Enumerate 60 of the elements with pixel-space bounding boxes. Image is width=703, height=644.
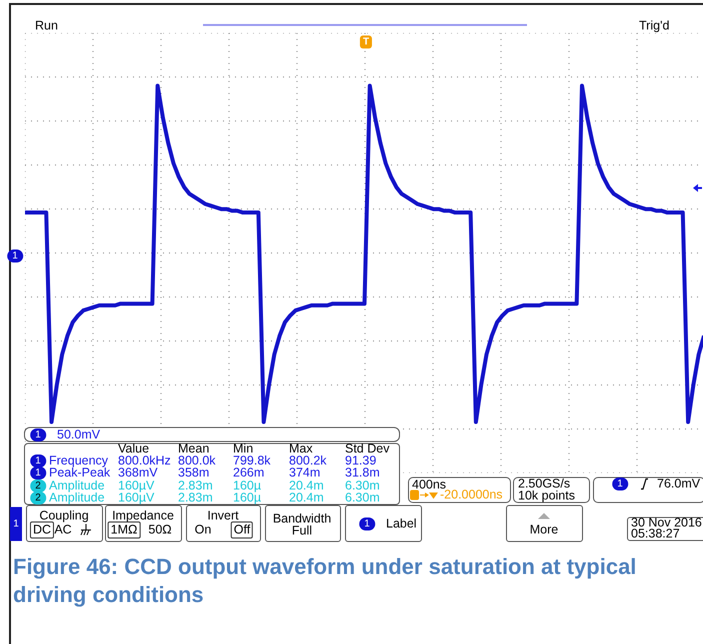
text: Invert bbox=[207, 508, 239, 522]
text: 1 bbox=[612, 478, 628, 490]
text: 30 Nov 2016 bbox=[631, 516, 702, 530]
text: 160µV bbox=[118, 478, 154, 492]
text: AC bbox=[54, 522, 72, 536]
text: 1 bbox=[7, 250, 23, 262]
text: 160µ bbox=[233, 478, 262, 492]
caption: Figure 46: CCD output waveform under saturation at typical driving conditions bbox=[13, 553, 638, 609]
text: Run bbox=[35, 18, 58, 32]
text: 358m bbox=[178, 466, 210, 480]
text: 800.0kHz bbox=[118, 454, 171, 468]
text: 2.83m bbox=[178, 490, 213, 504]
text: 1 bbox=[30, 428, 46, 442]
text: 160µ bbox=[233, 490, 262, 504]
text: Amplitude bbox=[49, 478, 105, 492]
text: On bbox=[194, 522, 212, 536]
text: Mean bbox=[178, 442, 210, 456]
text: 10k points bbox=[518, 488, 575, 502]
text: Label bbox=[386, 516, 417, 530]
text: 50.0mV bbox=[57, 428, 100, 442]
text: 50Ω bbox=[148, 522, 172, 536]
text: 1 bbox=[30, 466, 46, 480]
text: Value bbox=[118, 442, 150, 456]
text: 1MΩ bbox=[108, 522, 140, 538]
text: 6.30m bbox=[345, 478, 380, 492]
text: Impedance bbox=[112, 508, 174, 522]
text: 1 bbox=[13, 518, 19, 530]
text: 799.8k bbox=[233, 454, 271, 468]
text: 2 bbox=[30, 480, 46, 492]
text: 374m bbox=[289, 466, 320, 480]
text: Bandwidth bbox=[272, 512, 332, 526]
text: More bbox=[530, 522, 558, 536]
text: 31.8m bbox=[345, 466, 380, 480]
text: DC bbox=[30, 522, 54, 538]
text: 1 bbox=[359, 518, 375, 530]
text: 2.83m bbox=[178, 478, 213, 492]
text: 05:38:27 bbox=[631, 526, 680, 540]
text: 20.4m bbox=[289, 478, 324, 492]
text: 160µV bbox=[118, 490, 154, 504]
text: 2 bbox=[30, 492, 46, 504]
text: Frequency bbox=[49, 454, 108, 468]
text: 91.39 bbox=[345, 454, 376, 468]
text: Max bbox=[289, 442, 313, 456]
text: 1 bbox=[30, 454, 46, 468]
text: Trig'd bbox=[639, 18, 670, 32]
text: 76.0mV bbox=[657, 476, 700, 490]
text: 800.2k bbox=[289, 454, 327, 468]
text: 266m bbox=[233, 466, 264, 480]
text: Off bbox=[230, 522, 254, 538]
text: Full bbox=[292, 524, 312, 538]
text: Min bbox=[233, 442, 254, 456]
text: 800.0k bbox=[178, 454, 216, 468]
text: Coupling bbox=[39, 508, 89, 522]
text: 6.30m bbox=[345, 490, 380, 504]
text: 20.4m bbox=[289, 490, 324, 504]
text: 2.50GS/s bbox=[518, 476, 570, 490]
text: 368mV bbox=[118, 466, 158, 480]
text: Amplitude bbox=[49, 490, 105, 504]
text: T bbox=[360, 36, 372, 48]
text: Std Dev bbox=[345, 442, 390, 456]
